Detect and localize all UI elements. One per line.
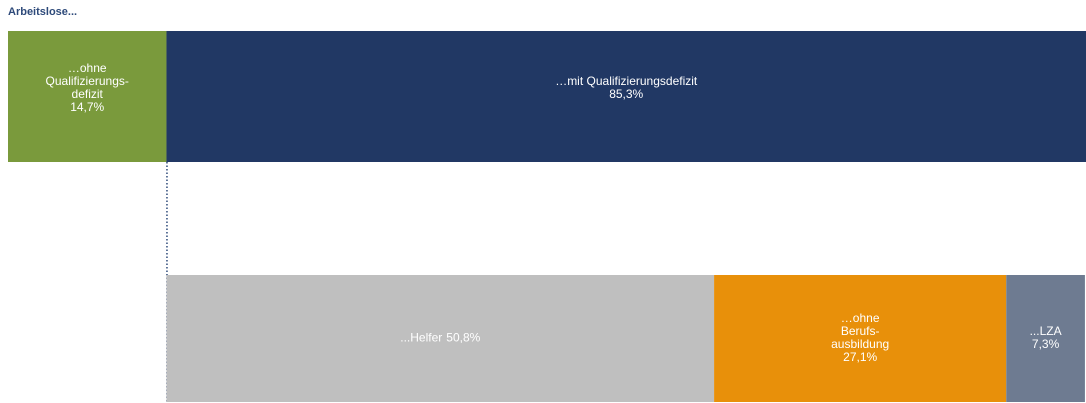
bar-segment bbox=[714, 275, 1007, 402]
label-line: …ohne bbox=[68, 61, 107, 75]
bar-segment bbox=[166, 275, 715, 402]
label-line: ...Helfer bbox=[400, 331, 442, 345]
bar-segment bbox=[8, 31, 167, 162]
segment-label: …mit Qualifizierungsdefizit 85,3% bbox=[555, 74, 698, 101]
label-line: Berufs- bbox=[841, 324, 880, 338]
value-label: 27,1% bbox=[843, 350, 877, 364]
value-label: 14,7% bbox=[70, 100, 104, 114]
segment-label: ...LZA 7,3% bbox=[1030, 324, 1062, 351]
bar-segment bbox=[166, 31, 1086, 162]
chart-title: Arbeitslose... bbox=[8, 6, 77, 18]
label-line: ausbildung bbox=[831, 337, 889, 351]
label-line: ...LZA bbox=[1030, 324, 1062, 338]
value-label: 85,3% bbox=[609, 87, 643, 101]
segment-label: …ohne Qualifizierungs-defizit 14,7% bbox=[46, 61, 129, 114]
label-line: …ohne bbox=[841, 311, 880, 325]
bar-segment bbox=[1006, 275, 1085, 402]
label-line: …mit Qualifizierungsdefizit bbox=[555, 74, 698, 88]
label-line: defizit bbox=[72, 87, 104, 101]
label-line: Qualifizierungs- bbox=[46, 74, 129, 88]
value-label: 7,3% bbox=[1032, 337, 1060, 351]
segment-label: …ohne Berufs-ausbildung 27,1% bbox=[831, 311, 889, 364]
value-label: 50,8% bbox=[446, 331, 480, 345]
segment-label: ...Helfer 50,8% bbox=[400, 331, 480, 345]
